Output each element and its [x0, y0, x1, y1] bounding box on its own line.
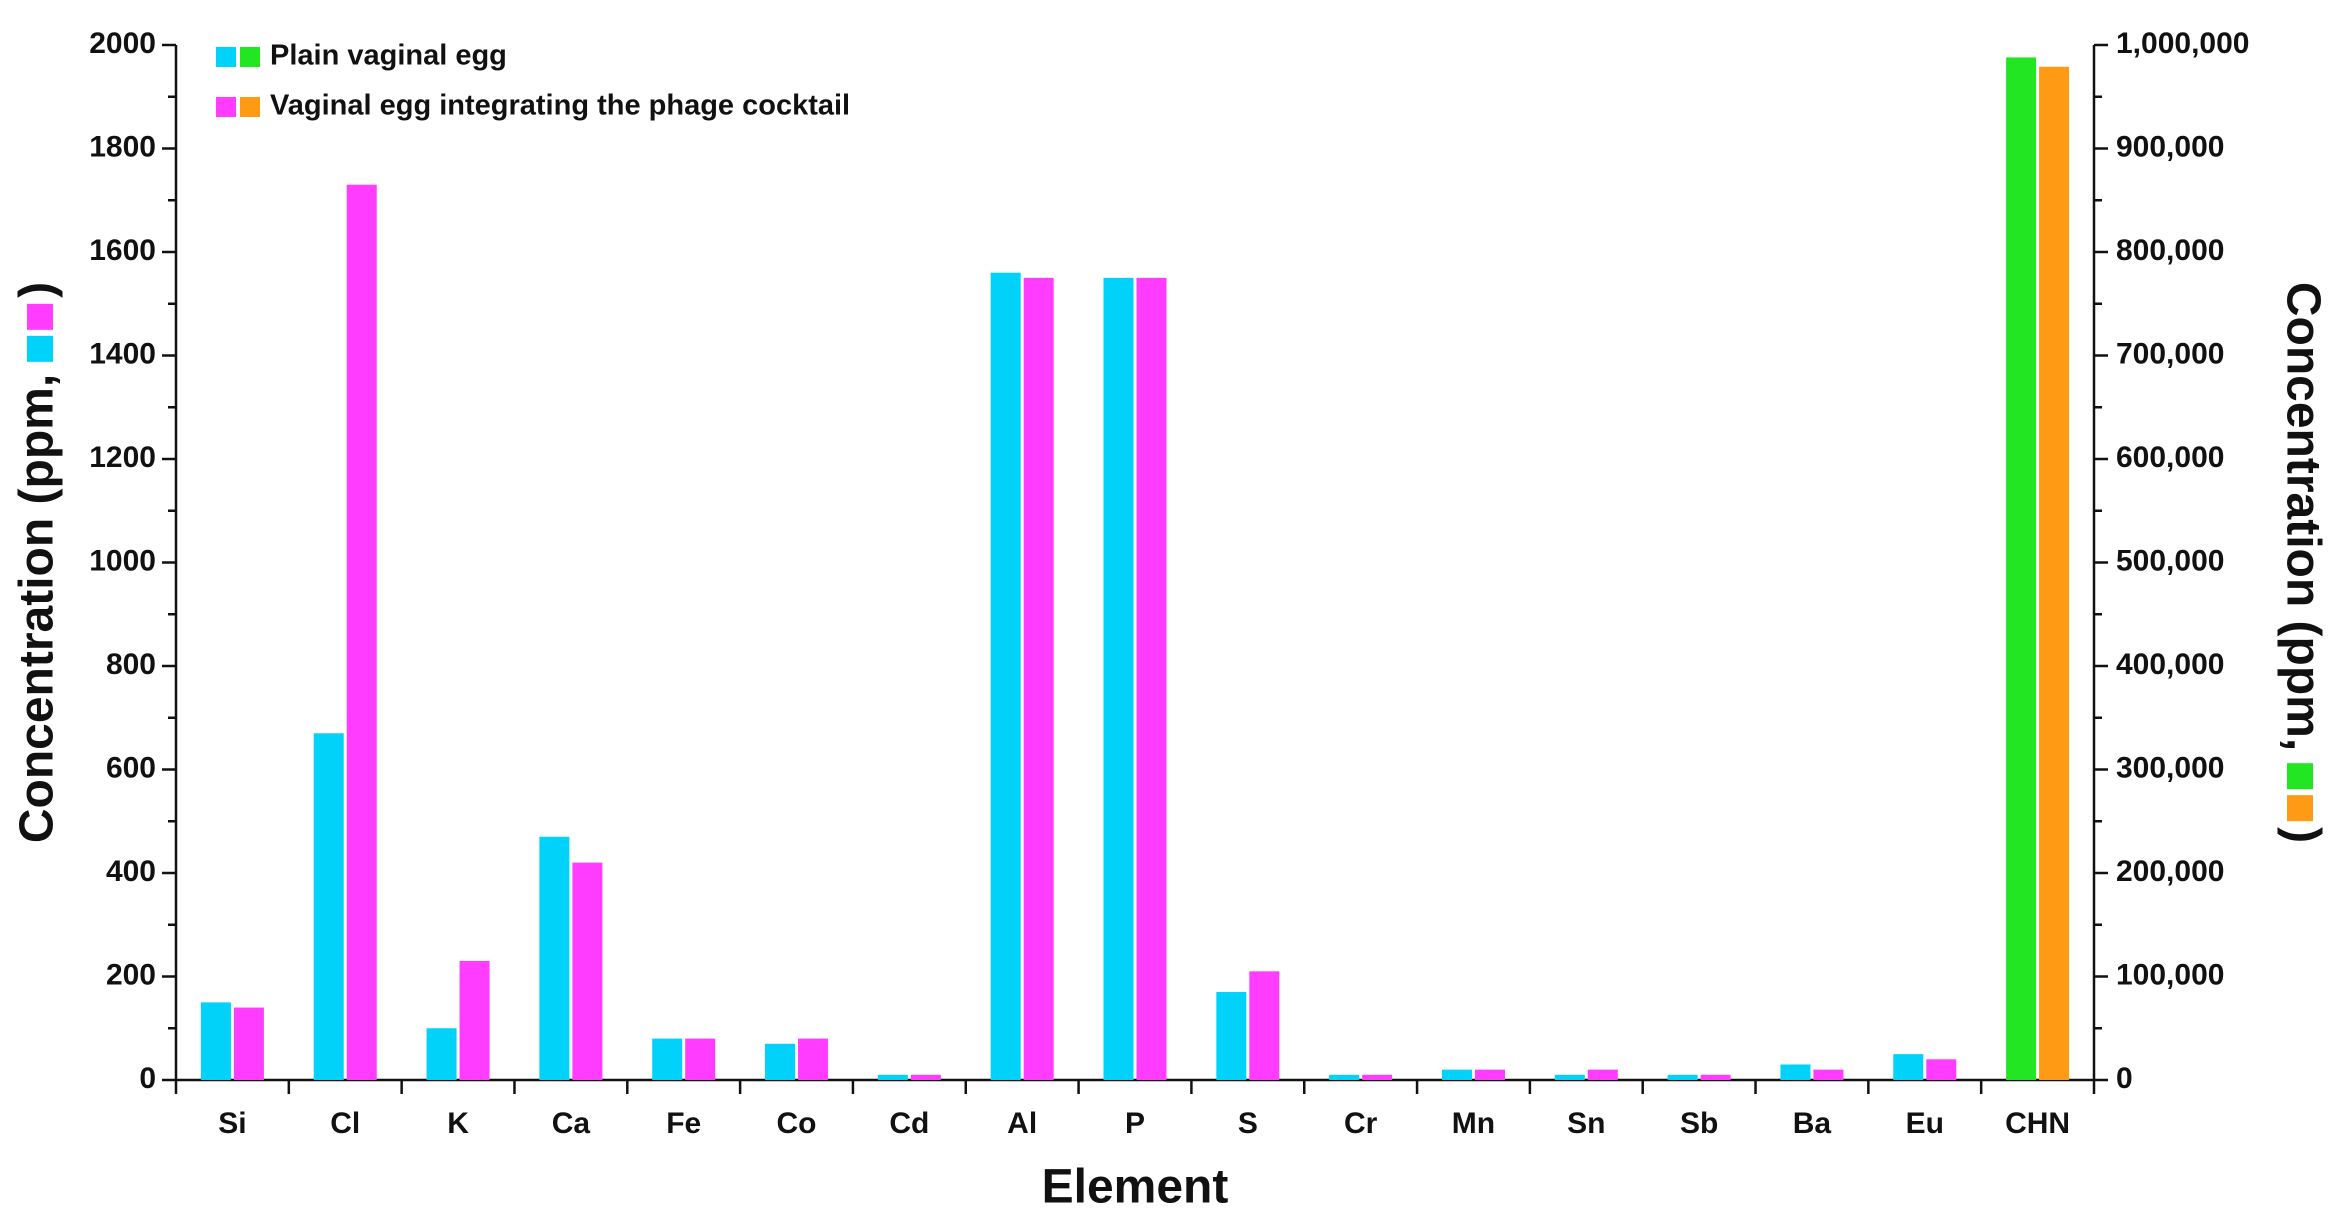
bar: [2039, 66, 2070, 1081]
legend-swatch: [240, 47, 260, 67]
y2-tick-label: 100,000: [2116, 958, 2224, 991]
y2-tick-label: 300,000: [2116, 751, 2224, 784]
bar: [539, 836, 570, 1080]
x-tick-label: Ca: [552, 1107, 591, 1140]
bar: [798, 1038, 829, 1080]
axis-title: Concentration (ppm,): [2276, 282, 2329, 843]
x-tick-label: Sb: [1680, 1107, 1718, 1140]
bar: [1023, 277, 1054, 1080]
bar: [346, 184, 377, 1081]
y2-tick-label: 0: [2116, 1062, 2133, 1095]
y2-tick-label: 1,000,000: [2116, 27, 2249, 60]
x-tick-label: CHN: [2005, 1107, 2070, 1140]
y-tick-label: 600: [106, 751, 156, 784]
bar: [877, 1074, 908, 1080]
x-tick-label: Co: [777, 1107, 817, 1140]
x-tick-label: Cl: [330, 1107, 360, 1140]
axis-title-swatch: [2287, 795, 2313, 822]
bar: [765, 1043, 796, 1080]
bar: [426, 1028, 457, 1080]
legend-label: Vaginal egg integrating the phage cockta…: [270, 90, 850, 122]
axis-title: Concentration (ppm,): [11, 282, 64, 843]
bar: [1926, 1059, 1957, 1080]
x-tick-label: Cr: [1344, 1107, 1378, 1140]
axis-title-text: ): [2276, 827, 2329, 843]
legend-label: Plain vaginal egg: [270, 40, 507, 72]
y2-tick-label: 600,000: [2116, 441, 2224, 474]
y-tick-label: 400: [106, 855, 156, 888]
bar: [2006, 57, 2037, 1081]
y-tick-label: 2000: [89, 27, 156, 60]
y-tick-label: 1800: [89, 130, 156, 163]
bar: [1700, 1074, 1731, 1080]
axis-title-text: ): [11, 282, 64, 298]
x-axis-title: Element: [1042, 1161, 1229, 1214]
x-tick-label: Ba: [1793, 1107, 1832, 1140]
y-tick-label: 1600: [89, 234, 156, 267]
x-tick-label: Fe: [666, 1107, 701, 1140]
bar: [910, 1074, 941, 1080]
x-tick-label: Al: [1007, 1107, 1037, 1140]
bar: [1136, 277, 1167, 1080]
bar: [1103, 277, 1134, 1080]
bar: [1667, 1074, 1698, 1080]
bar: [652, 1038, 683, 1080]
y2-tick-label: 900,000: [2116, 130, 2224, 163]
x-tick-label: P: [1125, 1107, 1145, 1140]
x-tick-label: Sn: [1567, 1107, 1605, 1140]
y2-tick-label: 800,000: [2116, 234, 2224, 267]
axis-title-text: Concentration (ppm,: [11, 374, 64, 843]
bar: [1362, 1074, 1393, 1080]
bar: [685, 1038, 716, 1080]
axis-title-swatch: [2287, 763, 2313, 790]
bar: [1554, 1074, 1585, 1080]
bar: [1893, 1054, 1924, 1080]
bar: [990, 272, 1021, 1080]
bar: [459, 960, 490, 1080]
bar: [1329, 1074, 1360, 1080]
y-tick-label: 0: [139, 1062, 156, 1095]
bar: [1780, 1064, 1811, 1080]
y-tick-label: 1200: [89, 441, 156, 474]
x-tick-label: Eu: [1906, 1107, 1944, 1140]
legend-swatch: [216, 97, 236, 117]
bar: [1249, 971, 1280, 1080]
x-tick-label: Cd: [889, 1107, 929, 1140]
bar: [572, 862, 603, 1080]
y2-tick-label: 400,000: [2116, 648, 2224, 681]
y2-tick-label: 200,000: [2116, 855, 2224, 888]
y-tick-label: 1000: [89, 544, 156, 577]
bar: [1474, 1069, 1505, 1080]
bar: [233, 1007, 264, 1080]
y2-tick-label: 500,000: [2116, 544, 2224, 577]
legend-swatch: [240, 97, 260, 117]
x-tick-label: K: [447, 1107, 469, 1140]
axis-title-text: Concentration (ppm,: [2276, 282, 2329, 751]
y-tick-label: 800: [106, 648, 156, 681]
bar: [1441, 1069, 1472, 1080]
axis-title-swatch: [27, 303, 53, 330]
y-tick-label: 1400: [89, 337, 156, 370]
y-tick-label: 200: [106, 958, 156, 991]
x-tick-label: S: [1238, 1107, 1258, 1140]
bar: [1813, 1069, 1844, 1080]
bar: [1587, 1069, 1618, 1080]
bar: [1216, 992, 1247, 1080]
y2-tick-label: 700,000: [2116, 337, 2224, 370]
axis-title-swatch: [27, 335, 53, 362]
legend-swatch: [216, 47, 236, 67]
x-tick-label: Si: [218, 1107, 246, 1140]
bar: [200, 1002, 231, 1080]
bar: [313, 733, 344, 1080]
x-tick-label: Mn: [1452, 1107, 1495, 1140]
